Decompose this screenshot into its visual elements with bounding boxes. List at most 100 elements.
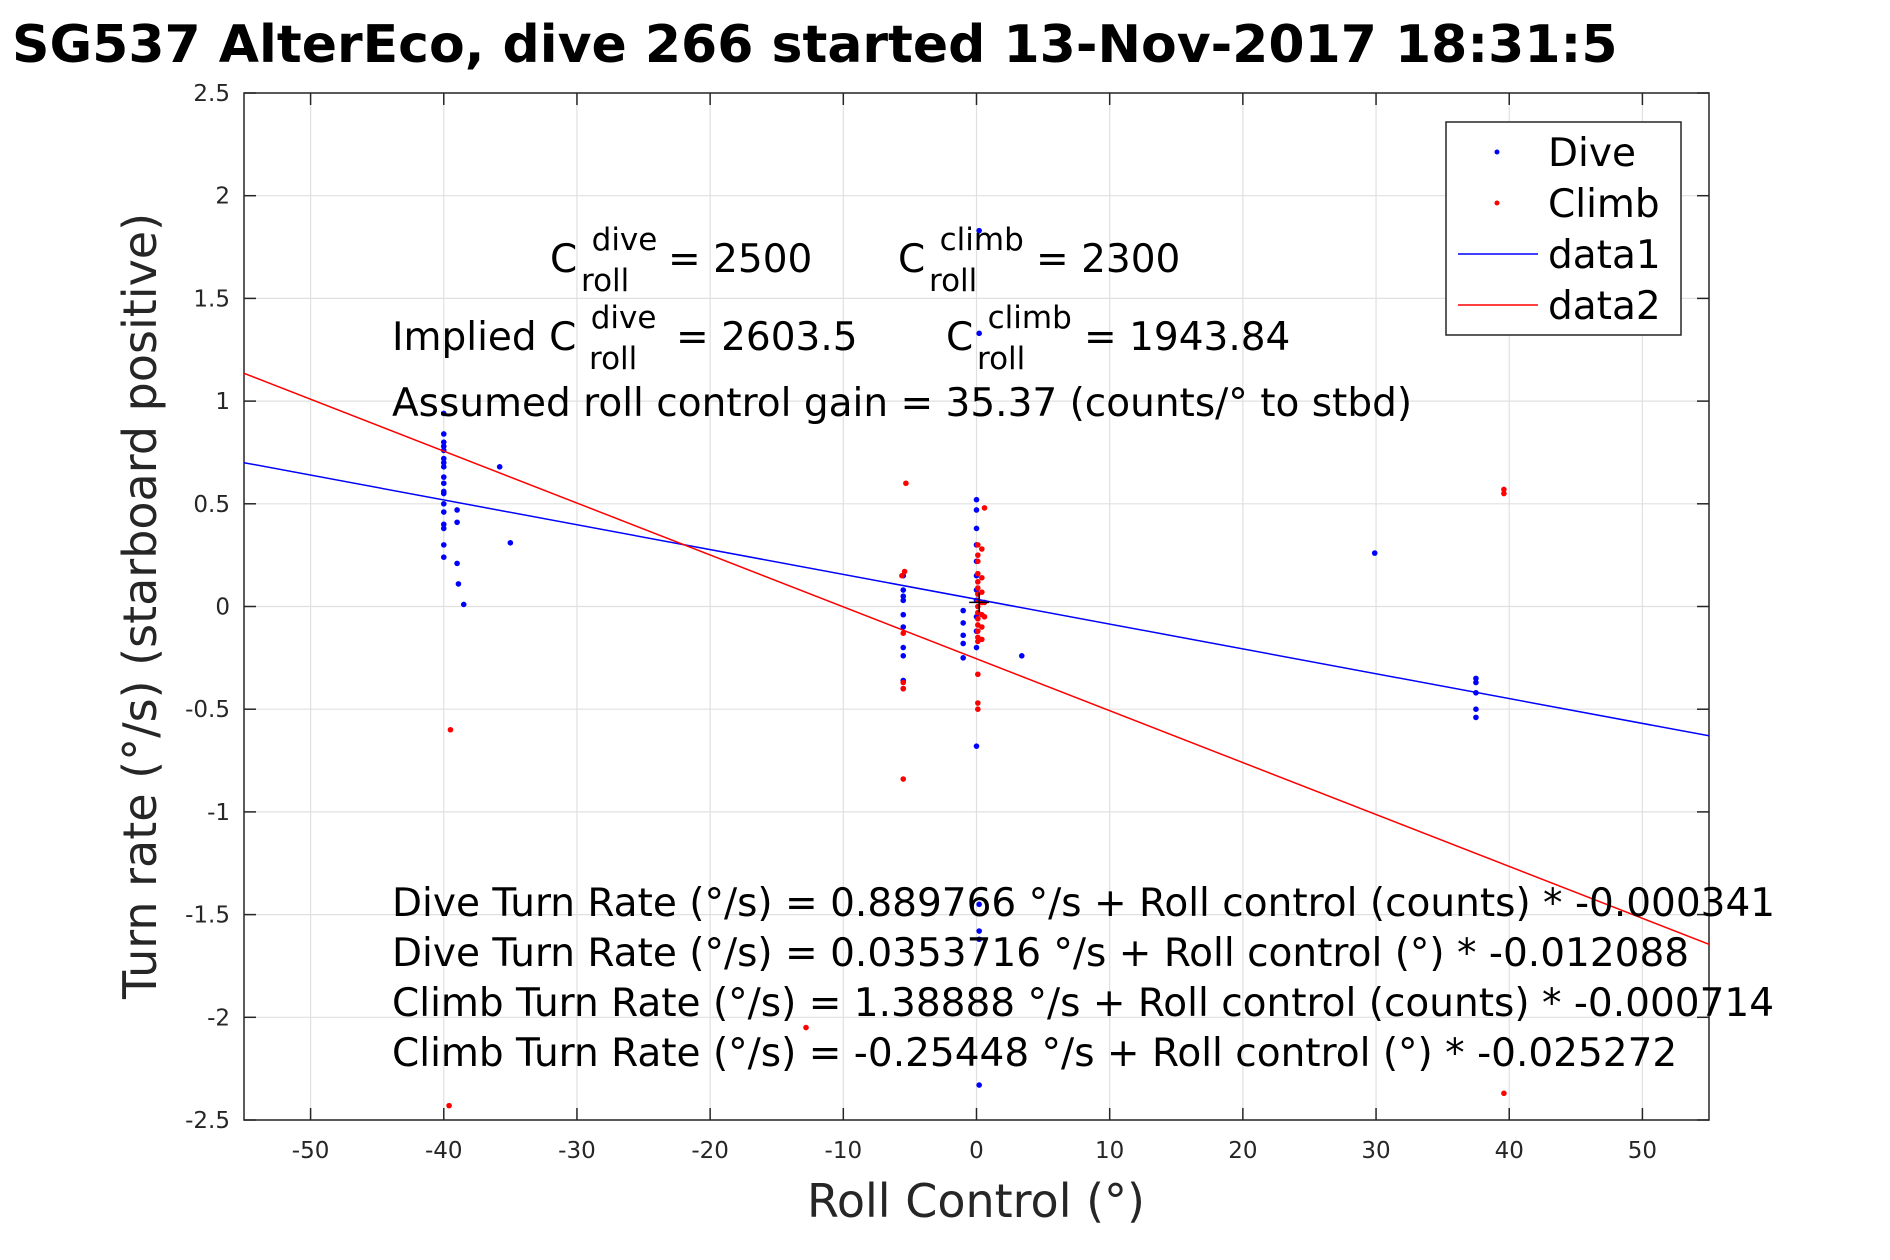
series-climb-point	[975, 570, 981, 577]
series-climb-point	[1501, 490, 1507, 497]
series-dive-point	[1473, 675, 1479, 682]
series-dive-point	[900, 611, 907, 618]
series-dive-point	[440, 490, 447, 497]
implied-dive-sup: dive	[591, 300, 657, 336]
series-climb-point	[975, 579, 981, 585]
c-roll-climb-value: = 2300	[1036, 237, 1180, 282]
x-tick-label: -20	[691, 1138, 729, 1164]
series-climb-point	[981, 505, 988, 511]
series-dive-point	[900, 597, 907, 604]
x-tick-label: 40	[1495, 1138, 1524, 1164]
x-tick-label: -40	[425, 1138, 463, 1164]
series-dive-point	[454, 560, 460, 567]
series-climb-point	[979, 574, 985, 581]
x-tick-label: -10	[825, 1138, 863, 1164]
implied-dive-value: = 2603.5	[676, 315, 858, 360]
series-dive-point	[1371, 550, 1378, 556]
series-dive-point	[900, 593, 907, 600]
legend-data2-label: data2	[1548, 284, 1661, 329]
legend-climb-label: Climb	[1548, 182, 1660, 227]
legend: Dive Climb data1 data2	[1445, 121, 1682, 336]
implied-climb-value: = 1943.84	[1084, 315, 1290, 360]
series-dive-point	[440, 410, 447, 417]
series-dive-point	[973, 507, 980, 513]
series-dive-point	[460, 601, 467, 608]
legend-box	[1445, 121, 1682, 336]
series-data1-line	[244, 461, 1709, 737]
series-dive-point	[973, 496, 980, 503]
series-dive-point	[440, 455, 447, 462]
fit-line-dive-degrees: Dive Turn Rate (°/s) = 0.0353716 °/s + R…	[392, 931, 1689, 976]
series-dive-point	[440, 464, 447, 470]
implied-dive-sub: roll	[589, 341, 637, 377]
fit-line-dive-counts: Dive Turn Rate (°/s) = 0.889766 °/s + Ro…	[392, 881, 1775, 926]
x-tick-label: -50	[292, 1138, 330, 1164]
legend-data1-label: data1	[1548, 233, 1661, 278]
series-dive-point	[960, 607, 966, 614]
svg-text:C climb: C climb	[898, 222, 1024, 282]
series-climb-point	[975, 628, 981, 634]
y-tick-label: 0.5	[193, 492, 230, 518]
series-dive-point	[1018, 652, 1025, 659]
series-dive-point	[960, 632, 966, 639]
series-climb-point	[900, 685, 907, 692]
x-tick-label: 10	[1095, 1138, 1124, 1164]
legend-dive-label: Dive	[1548, 131, 1636, 176]
series-dive-point	[440, 521, 447, 528]
series-dive-point	[440, 474, 447, 480]
series-climb-point	[975, 552, 981, 558]
series-dive-point	[440, 509, 447, 515]
series-climb-point	[900, 776, 907, 782]
x-tick-label: 20	[1228, 1138, 1257, 1164]
implied-climb-sub: roll	[977, 341, 1025, 377]
y-axis-label: Turn rate (°/s) (starboard positive)	[113, 213, 167, 1000]
series-climb-point	[975, 616, 981, 622]
legend-climb-marker	[1494, 200, 1500, 206]
series-climb-point	[975, 542, 981, 548]
x-tick-label: -30	[558, 1138, 596, 1164]
c-roll-climb-base: C	[898, 237, 925, 282]
x-tick-label: 30	[1361, 1138, 1390, 1164]
series-dive-point	[960, 620, 966, 626]
series-dive-point	[440, 554, 447, 561]
svg-text:C climb: C climb	[946, 300, 1072, 360]
series-climb-point	[975, 671, 981, 678]
series-climb-point	[975, 585, 981, 591]
roll-gain-annotation: Assumed roll control gain = 35.37 (count…	[392, 381, 1412, 426]
series-dive-point	[900, 644, 907, 651]
c-roll-dive-value: = 2500	[668, 237, 812, 282]
fit-line-climb-counts: Climb Turn Rate (°/s) = 1.38888 °/s + Ro…	[392, 981, 1774, 1026]
y-tick-label: -1.5	[185, 903, 230, 929]
series-climb-point	[1501, 1090, 1507, 1097]
series-dive-point	[440, 431, 447, 437]
series-climb-point	[901, 568, 908, 575]
series-dive-point	[900, 624, 907, 630]
chart-title: SG537 AlterEco, dive 266 started 13-Nov-…	[12, 15, 1618, 75]
series-climb-point	[979, 546, 985, 552]
series-climb-point	[903, 480, 909, 487]
x-tick-label: 0	[969, 1138, 984, 1164]
series-dive-point	[440, 480, 447, 487]
series-climb-point	[1501, 486, 1507, 493]
y-tick-label: -0.5	[185, 697, 230, 723]
y-tick-label: 2	[215, 184, 230, 210]
series-dive-point	[1473, 679, 1479, 686]
series-dive-point	[973, 525, 980, 532]
series-climb-point	[981, 613, 988, 620]
x-axis-label: Roll Control (°)	[807, 1174, 1145, 1228]
c-roll-climb-sup: climb	[940, 222, 1024, 258]
series-climb-point	[803, 1024, 809, 1031]
series-dive-point	[440, 542, 447, 548]
fit-line-climb-degrees: Climb Turn Rate (°/s) = -0.25448 °/s + R…	[392, 1031, 1677, 1076]
c-roll-climb-sub: roll	[929, 263, 977, 299]
implied-climb-sup: climb	[988, 300, 1072, 336]
series-climb-point	[899, 572, 905, 579]
series-layer	[244, 227, 1709, 1109]
fit-equations: Dive Turn Rate (°/s) = 0.889766 °/s + Ro…	[392, 881, 1775, 1076]
series-dive-point	[1473, 714, 1479, 721]
series-dive-point	[976, 928, 982, 934]
series-dive-point	[976, 1082, 982, 1088]
series-climb-point	[979, 636, 985, 643]
series-dive-point	[960, 655, 966, 661]
